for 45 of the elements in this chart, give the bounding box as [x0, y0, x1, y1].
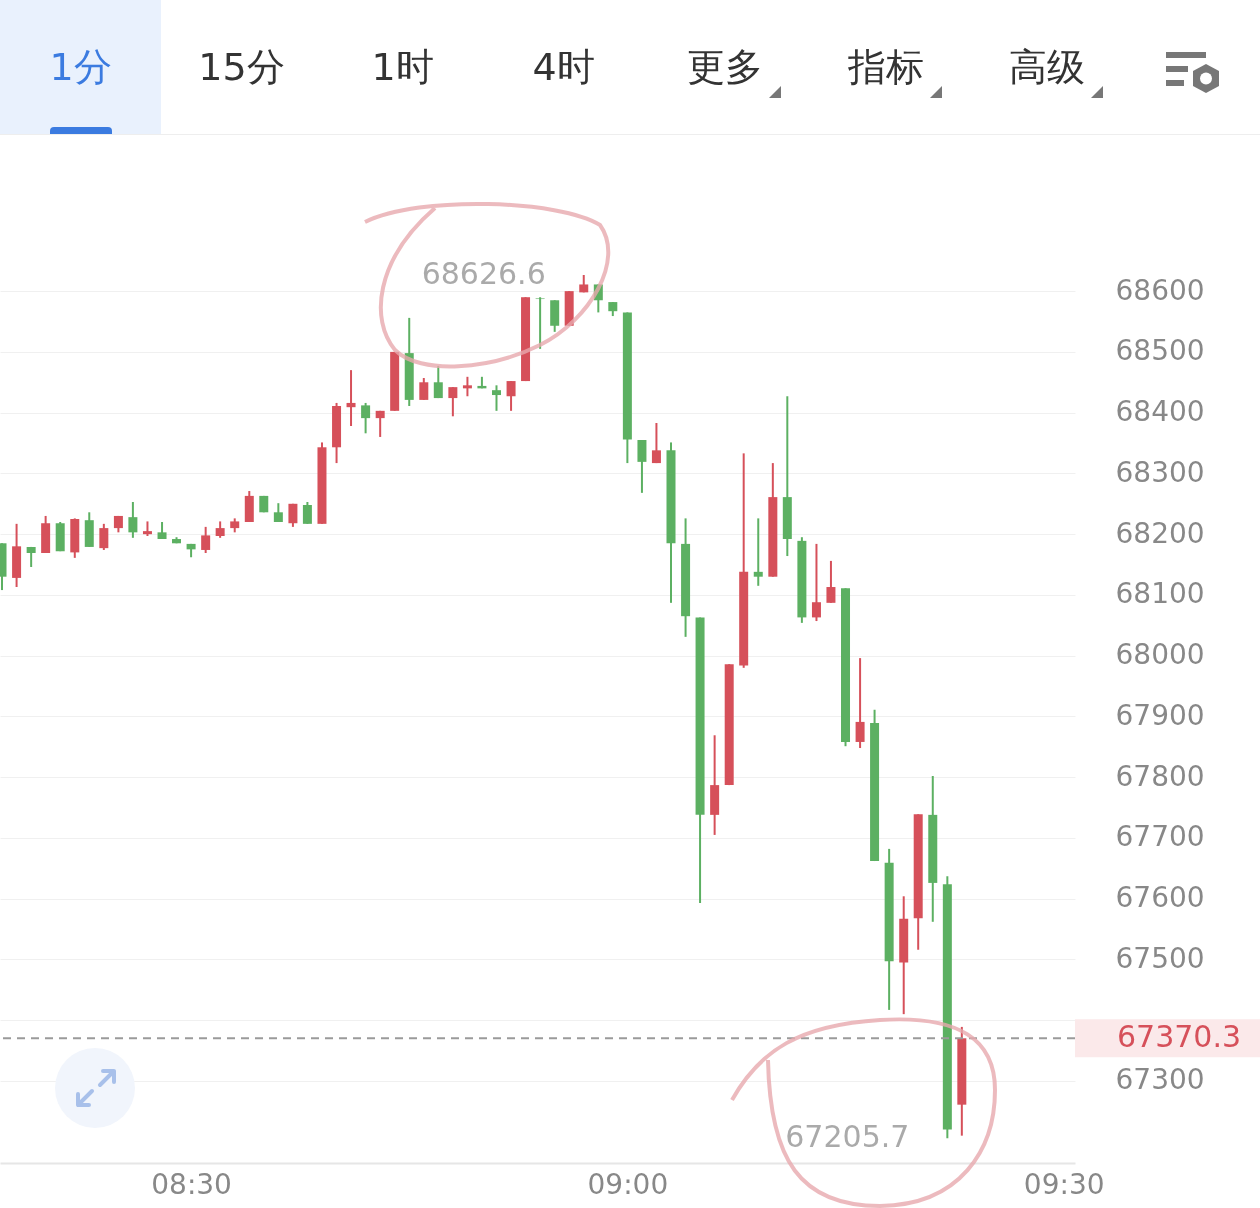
- x-tick-label: 09:30: [1023, 1167, 1105, 1201]
- annotation: 67205.7: [785, 1119, 910, 1155]
- candlestick: [99, 522, 109, 551]
- candlestick: [855, 657, 865, 750]
- y-tick-label: 67900: [1115, 698, 1205, 732]
- ref-line-label: 67370.3: [1117, 1019, 1242, 1055]
- candlestick: [811, 542, 821, 623]
- x-tick-label: 08:30: [151, 1167, 232, 1201]
- candlestick: [128, 500, 138, 539]
- candlestick: [637, 439, 647, 494]
- y-tick-label: 68000: [1115, 638, 1205, 672]
- candlestick: [302, 500, 312, 525]
- candlestick: [448, 386, 458, 418]
- y-tick-label: 68200: [1115, 516, 1205, 550]
- y-tick-label: 67800: [1115, 759, 1205, 793]
- text: 指标: [847, 43, 924, 91]
- annotation: 68626.6: [421, 255, 546, 291]
- candlestick: [506, 380, 516, 412]
- candlestick: [491, 384, 501, 412]
- y-tick-label: 68300: [1115, 455, 1205, 489]
- candlestick: [419, 377, 429, 401]
- y-tick-label: 67300: [1115, 1063, 1205, 1097]
- candlestick: [346, 369, 356, 428]
- y-tick-label: 67700: [1115, 820, 1205, 854]
- y-tick-label: 67500: [1115, 941, 1205, 975]
- text: 1时: [371, 43, 434, 91]
- candlestick: [535, 296, 545, 350]
- text: 4时: [532, 43, 595, 91]
- y-tick-label: 68100: [1115, 577, 1205, 611]
- text: 高级: [1008, 43, 1085, 91]
- y-tick-label: 68400: [1115, 395, 1205, 429]
- candlestick: [375, 409, 385, 438]
- text: 更多: [686, 43, 763, 91]
- candlestick: [361, 401, 371, 435]
- text: 15分: [198, 43, 285, 91]
- x-tick-label: 09:00: [587, 1167, 669, 1201]
- y-tick-label: 68600: [1115, 273, 1205, 307]
- candlestick: [462, 375, 472, 398]
- candlestick: [651, 421, 661, 465]
- candlestick: [826, 559, 836, 604]
- candlestick: [753, 517, 763, 587]
- y-tick-label: 68500: [1115, 334, 1205, 368]
- y-tick-label: 67600: [1115, 881, 1205, 915]
- text: 1分: [49, 43, 112, 91]
- candlestick: [201, 525, 211, 554]
